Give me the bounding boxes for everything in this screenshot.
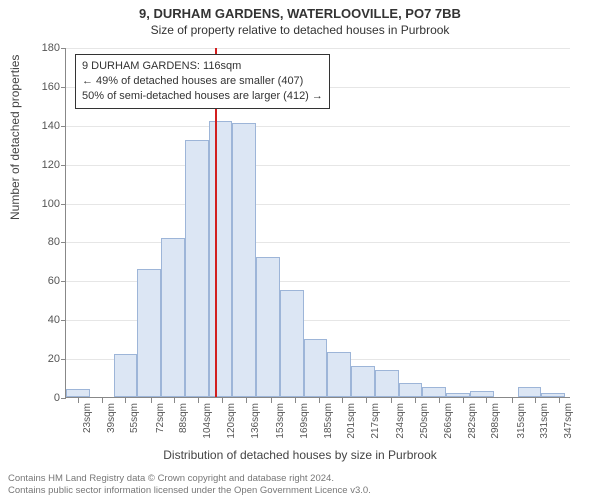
annotation-box: 9 DURHAM GARDENS: 116sqm ← 49% of detach… (75, 54, 330, 109)
xtick-mark (486, 398, 487, 403)
histogram-bar (304, 339, 328, 397)
ytick-mark (61, 320, 66, 321)
xtick-label: 315sqm (516, 403, 527, 439)
xtick-mark (151, 398, 152, 403)
histogram-bar (280, 290, 304, 397)
xtick-label: 39sqm (106, 403, 117, 433)
ytick-label: 60 (48, 275, 60, 287)
histogram-bar (185, 140, 209, 397)
xtick-mark (102, 398, 103, 403)
histogram-bar (137, 269, 161, 397)
ytick-mark (61, 204, 66, 205)
ytick-mark (61, 87, 66, 88)
histogram-bar (232, 123, 256, 397)
xtick-label: 201sqm (346, 403, 357, 439)
xtick-label: 55sqm (129, 403, 140, 433)
xtick-label: 185sqm (323, 403, 334, 439)
footer-line2: Contains public sector information licen… (8, 485, 371, 496)
xtick-mark (319, 398, 320, 403)
ytick-label: 160 (42, 81, 60, 93)
ytick-label: 180 (42, 42, 60, 54)
xtick-label: 169sqm (299, 403, 310, 439)
ytick-mark (61, 359, 66, 360)
histogram-bar (351, 366, 375, 397)
ytick-mark (61, 398, 66, 399)
histogram-bar (399, 383, 423, 397)
xtick-mark (535, 398, 536, 403)
xtick-mark (463, 398, 464, 403)
ytick-label: 100 (42, 198, 60, 210)
histogram-bar (541, 393, 565, 397)
xtick-label: 234sqm (395, 403, 406, 439)
xtick-label: 217sqm (370, 403, 381, 439)
page-title: 9, DURHAM GARDENS, WATERLOOVILLE, PO7 7B… (0, 6, 600, 21)
xtick-mark (78, 398, 79, 403)
ytick-mark (61, 165, 66, 166)
gridline (66, 48, 570, 49)
footer-attribution: Contains HM Land Registry data © Crown c… (8, 473, 371, 496)
xtick-label: 153sqm (275, 403, 286, 439)
footer-line1: Contains HM Land Registry data © Crown c… (8, 473, 371, 484)
xtick-label: 72sqm (155, 403, 166, 433)
ytick-mark (61, 126, 66, 127)
xtick-mark (415, 398, 416, 403)
histogram-bar (446, 393, 470, 397)
xtick-label: 88sqm (178, 403, 189, 433)
gridline (66, 165, 570, 166)
histogram-bar (256, 257, 280, 397)
xtick-mark (366, 398, 367, 403)
gridline (66, 126, 570, 127)
xtick-label: 136sqm (250, 403, 261, 439)
ytick-mark (61, 48, 66, 49)
gridline (66, 204, 570, 205)
xtick-mark (391, 398, 392, 403)
histogram-bar (327, 352, 351, 397)
xtick-mark (271, 398, 272, 403)
title-block: 9, DURHAM GARDENS, WATERLOOVILLE, PO7 7B… (0, 0, 600, 37)
ytick-mark (61, 242, 66, 243)
xtick-mark (246, 398, 247, 403)
xtick-mark (559, 398, 560, 403)
x-axis-title: Distribution of detached houses by size … (0, 448, 600, 462)
xtick-label: 266sqm (443, 403, 454, 439)
xtick-label: 250sqm (419, 403, 430, 439)
xtick-mark (222, 398, 223, 403)
xtick-mark (174, 398, 175, 403)
ytick-label: 0 (54, 392, 60, 404)
xtick-mark (295, 398, 296, 403)
annotation-line1: 9 DURHAM GARDENS: 116sqm (82, 59, 323, 74)
xtick-label: 298sqm (490, 403, 501, 439)
histogram-bar (518, 387, 542, 397)
ytick-label: 20 (48, 353, 60, 365)
histogram-chart: 02040608010012014016018023sqm39sqm55sqm7… (65, 48, 570, 398)
xtick-label: 347sqm (563, 403, 574, 439)
ytick-label: 120 (42, 159, 60, 171)
xtick-label: 331sqm (539, 403, 550, 439)
page-subtitle: Size of property relative to detached ho… (0, 23, 600, 37)
xtick-mark (125, 398, 126, 403)
xtick-mark (198, 398, 199, 403)
histogram-bar (422, 387, 446, 397)
ytick-mark (61, 281, 66, 282)
xtick-label: 282sqm (467, 403, 478, 439)
ytick-label: 140 (42, 120, 60, 132)
histogram-bar (209, 121, 233, 397)
xtick-mark (342, 398, 343, 403)
xtick-label: 104sqm (202, 403, 213, 439)
ytick-label: 80 (48, 236, 60, 248)
xtick-label: 23sqm (82, 403, 93, 433)
histogram-bar (470, 391, 494, 397)
xtick-mark (512, 398, 513, 403)
histogram-bar (161, 238, 185, 397)
annotation-line2: ← 49% of detached houses are smaller (40… (82, 74, 323, 89)
histogram-bar (114, 354, 138, 397)
xtick-label: 120sqm (226, 403, 237, 439)
gridline (66, 242, 570, 243)
xtick-mark (439, 398, 440, 403)
histogram-bar (66, 389, 90, 397)
y-axis-title: Number of detached properties (8, 55, 22, 220)
annotation-line3: 50% of semi-detached houses are larger (… (82, 89, 323, 104)
ytick-label: 40 (48, 314, 60, 326)
histogram-bar (375, 370, 399, 397)
